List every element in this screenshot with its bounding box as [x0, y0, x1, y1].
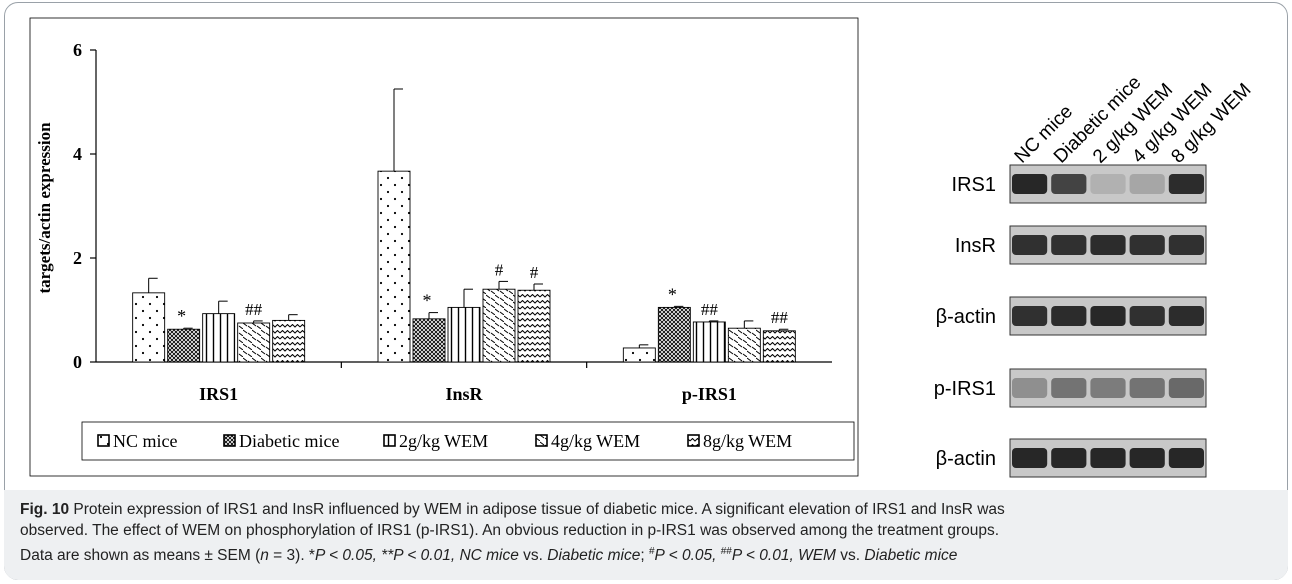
bar — [447, 306, 481, 363]
chart-panel — [29, 17, 859, 477]
legend-swatch — [687, 434, 700, 447]
blot-band — [1012, 378, 1048, 398]
significance-mark: ## — [771, 308, 789, 327]
blot-row-label: β-actin — [936, 306, 996, 328]
bar — [657, 306, 691, 363]
blot-band — [1129, 448, 1165, 468]
caption-line-1: Fig. 10 Protein expression of IRS1 and I… — [20, 501, 1005, 518]
legend-swatch — [383, 434, 396, 447]
bar — [692, 321, 726, 363]
bar — [132, 292, 166, 363]
bar — [377, 170, 411, 363]
caption-line-2: observed. The effect of WEM on phosphory… — [20, 522, 1000, 539]
significance-mark: # — [530, 263, 539, 282]
blot-band — [1090, 174, 1126, 194]
legend-label: 4g/kg WEM — [551, 431, 640, 451]
bar — [167, 328, 201, 363]
significance-mark: ## — [245, 300, 263, 319]
y-tick-label: 6 — [73, 40, 82, 60]
legend-swatch — [97, 434, 110, 447]
bar — [237, 322, 271, 363]
category-label: p-IRS1 — [682, 384, 737, 404]
blot-row-label: IRS1 — [952, 174, 996, 196]
blot-band — [1051, 448, 1087, 468]
blot-band — [1168, 378, 1204, 398]
figure-label: Fig. 10 — [20, 501, 70, 518]
bar — [762, 330, 796, 363]
blot-band — [1051, 235, 1087, 255]
blot-band — [1090, 448, 1126, 468]
blot-band — [1090, 235, 1126, 255]
legend-label: 8g/kg WEM — [703, 431, 792, 451]
blot-band — [1168, 448, 1204, 468]
bar — [622, 347, 656, 363]
bar — [202, 313, 236, 363]
blot-band — [1129, 378, 1165, 398]
y-axis-label: targets/actin expression — [35, 122, 54, 294]
legend-swatch — [535, 434, 548, 447]
caption-band — [4, 490, 1288, 580]
bar — [517, 289, 551, 363]
blot-band — [1168, 174, 1204, 194]
blot-band — [1129, 235, 1165, 255]
significance-mark: * — [668, 284, 677, 304]
significance-mark: # — [495, 260, 504, 279]
y-tick-label: 4 — [73, 144, 82, 164]
legend-label: 2g/kg WEM — [399, 431, 488, 451]
blot-band — [1090, 378, 1126, 398]
blot-band — [1051, 306, 1087, 326]
significance-mark: * — [177, 306, 186, 326]
y-tick-label: 2 — [73, 248, 82, 268]
blot-band — [1129, 306, 1165, 326]
blot-band — [1012, 306, 1048, 326]
legend-label: Diabetic mice — [239, 431, 339, 451]
legend-label: NC mice — [113, 431, 178, 451]
blot-row-label: β-actin — [936, 448, 996, 470]
blot-band — [1090, 306, 1126, 326]
blot-band — [1051, 378, 1087, 398]
significance-mark: * — [423, 291, 432, 311]
bar — [412, 318, 446, 363]
blot-row-label: InsR — [955, 235, 996, 257]
blot-band — [1012, 448, 1048, 468]
significance-mark: ## — [701, 300, 719, 319]
category-label: IRS1 — [199, 384, 238, 404]
bar — [272, 319, 306, 363]
blot-band — [1168, 306, 1204, 326]
blot-band — [1129, 174, 1165, 194]
legend-swatch — [223, 434, 236, 447]
category-label: InsR — [445, 384, 483, 404]
blot-band — [1051, 174, 1087, 194]
blot-row-label: p-IRS1 — [934, 378, 996, 400]
y-tick-label: 0 — [73, 352, 82, 372]
caption-line-3: Data are shown as means ± SEM (n = 3). *… — [20, 546, 958, 565]
legend-box — [81, 421, 855, 461]
figure-caption: Fig. 10 Protein expression of IRS1 and I… — [20, 499, 1270, 566]
blot-band — [1168, 235, 1204, 255]
blot-band — [1012, 174, 1048, 194]
bar — [727, 327, 761, 363]
bar — [482, 288, 516, 363]
blot-band — [1012, 235, 1048, 255]
